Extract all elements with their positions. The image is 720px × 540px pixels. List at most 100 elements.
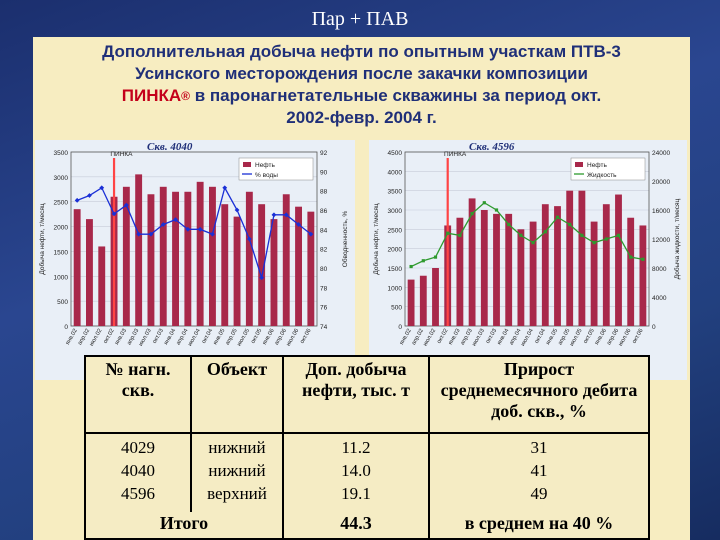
series-point (531, 241, 535, 245)
bar (282, 194, 290, 326)
y-tick-label: 3500 (388, 189, 403, 196)
bar (258, 204, 266, 326)
y-tick-label: 4500 (388, 150, 403, 157)
y-tick-label: 3500 (54, 150, 69, 157)
series-point (296, 222, 301, 227)
series-point (185, 226, 191, 232)
series-point (604, 237, 608, 241)
legend-swatch-bar (243, 162, 251, 167)
col-header-growth: Прирост среднемесячного дебита доб. скв.… (429, 357, 648, 434)
legend-label: Нефть (587, 162, 607, 169)
bar (221, 204, 229, 326)
series-point (458, 233, 462, 237)
bar (73, 209, 81, 326)
x-tick-label: окт.06 (299, 328, 312, 345)
x-tick-label: июл.02 (89, 328, 104, 347)
bar (245, 191, 253, 326)
bar (578, 190, 586, 326)
cell-growth: 31 41 49 (429, 433, 648, 513)
cell-wells: 4029 4040 4596 (86, 432, 192, 513)
slide-heading: Дополнительная добыча нефти по опытным у… (33, 41, 690, 129)
legend-swatch-bar (575, 162, 583, 167)
total-value: 44.3 (283, 512, 430, 538)
chart-title: Скв. 4040 (147, 141, 193, 153)
heading-line-3: ПИНКА® в паронагнетательные скважины за … (33, 85, 690, 107)
x-tick-label: окт.06 (631, 328, 644, 345)
legend-label: % воды (255, 172, 278, 179)
bar (307, 211, 315, 326)
y-tick-label: 1000 (388, 285, 403, 292)
series-point (111, 211, 117, 217)
y-tick-label: 3000 (388, 208, 403, 215)
y-tick-label: 2500 (54, 200, 69, 207)
total-avg: в среднем на 40 % (464, 513, 614, 534)
bar (517, 229, 525, 326)
cell-growth-value: 31 (530, 437, 548, 457)
bar (529, 221, 537, 326)
cell-oil: 11.2 (341, 437, 371, 457)
y2-tick-label: 80 (320, 266, 328, 273)
series-line (410, 201, 644, 268)
legend-label: Нефть (255, 162, 275, 169)
y-tick-label: 2500 (388, 227, 403, 234)
col-header-object: Объект (191, 357, 284, 434)
bar (493, 213, 500, 326)
series-point (580, 233, 584, 237)
pinka-label: ПИНКА (121, 86, 182, 105)
bar (209, 186, 216, 326)
y2-tick-label: 20000 (652, 179, 670, 186)
col-header-extra-oil: Доп. добыча нефти, тыс. т (283, 357, 430, 434)
series-point (210, 231, 215, 237)
series-point (136, 231, 142, 237)
bar (432, 268, 439, 326)
cell-oil: 19.1 (341, 483, 371, 503)
heading-line-2: Усинского месторождения после закачки ко… (135, 64, 588, 83)
y-axis-title: Добыча нефти, т/месяц (38, 203, 46, 275)
series-line (76, 186, 312, 278)
y2-tick-label: 0 (652, 324, 656, 331)
bar (172, 191, 179, 326)
bar (135, 174, 143, 326)
series-point (433, 255, 438, 259)
y2-tick-label: 90 (320, 169, 328, 176)
series-point (568, 222, 572, 227)
y2-tick-label: 86 (320, 208, 328, 215)
chart-4596-svg: 0 500 1000 1500 2000 2500 3000 3500 4000 4500 0 400… (372, 141, 681, 347)
cell-object: нижний (208, 460, 266, 480)
series-point (543, 230, 547, 234)
y2-tick-label: 78 (320, 285, 328, 292)
y2-tick-label: 76 (320, 305, 328, 312)
series-point (283, 212, 289, 218)
cell-growth-value: 41 (530, 460, 548, 480)
y-tick-label: 500 (57, 299, 68, 306)
y-tick-label: 3000 (54, 175, 69, 182)
bar (468, 198, 476, 326)
bar (295, 206, 302, 326)
table-total-row: Итого 44.3 в среднем на 40 % (86, 512, 648, 538)
series-point (507, 222, 511, 227)
series-point (259, 275, 265, 281)
series-point (555, 215, 560, 219)
y-tick-label: 2000 (54, 225, 69, 232)
y-axis-title: Добыча нефти, т/месяц (372, 203, 380, 275)
cell-object: верхний (207, 483, 267, 503)
y2-axis-title: Обводненность, % (341, 211, 349, 268)
y-tick-label: 2000 (388, 247, 403, 254)
bar (615, 194, 622, 326)
content-panel: Дополнительная добыча нефти по опытным у… (33, 37, 690, 540)
bar (602, 204, 610, 326)
chart-well-4596: 0 500 1000 1500 2000 2500 3000 3500 4000 4500 0 400… (369, 140, 687, 380)
bar (122, 186, 130, 326)
series-point (308, 231, 314, 237)
series-point (234, 207, 240, 213)
bar (627, 217, 635, 326)
event-annotation: ПИНКА (110, 151, 133, 158)
cell-well: 4029 (121, 437, 155, 457)
cell-objects: нижний нижний верхний (191, 432, 284, 513)
y2-tick-label: 74 (320, 324, 328, 331)
legend-box (238, 157, 314, 181)
series-point (446, 231, 450, 235)
y-tick-label: 0 (398, 324, 402, 331)
table-data-row: 4029 4040 4596 нижний нижний верхний 11.… (86, 432, 648, 513)
registered-mark: ® (181, 89, 190, 103)
